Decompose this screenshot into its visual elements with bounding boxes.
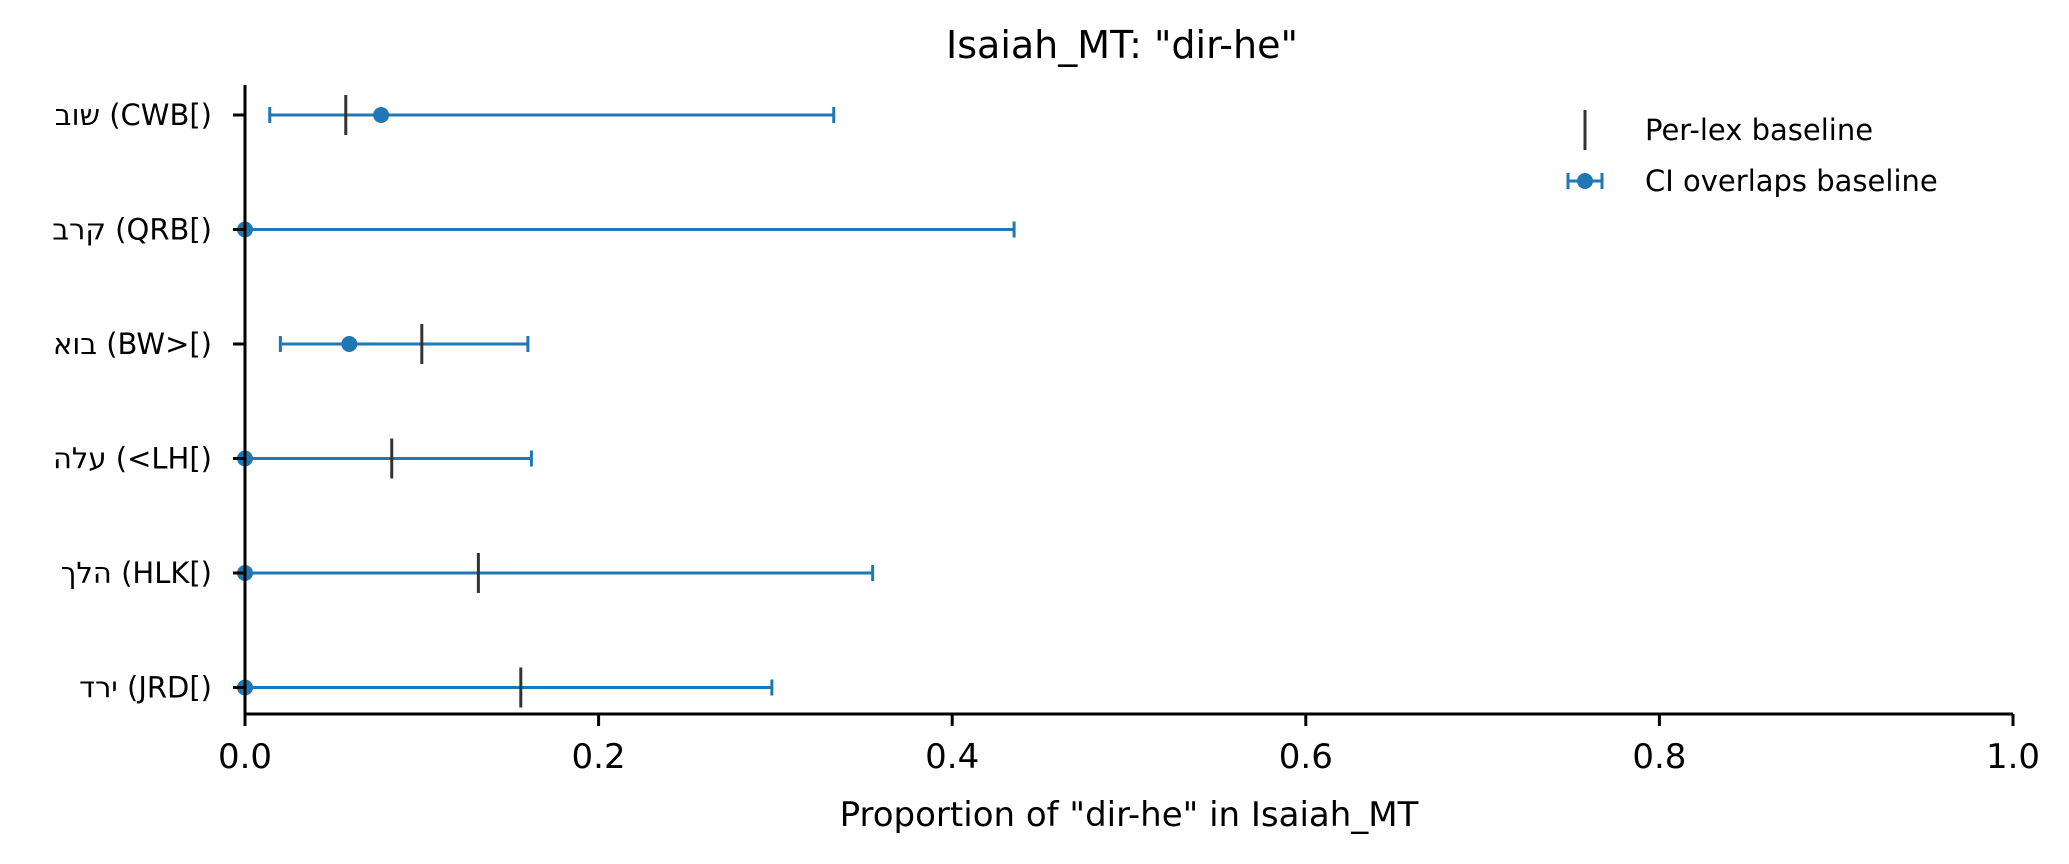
y-tick-label: ‪קרב (QRB[)‬ xyxy=(52,213,212,247)
x-tick-label: 0.8 xyxy=(1632,737,1686,777)
y-tick-label: ‪הלך (HLK[)‬ xyxy=(61,556,212,590)
proportion-point xyxy=(341,336,358,352)
x-axis-label: Proportion of "dir-he" in Isaiah_MT xyxy=(840,795,1419,835)
y-tick-label: ‪ירד (JRD[)‬ xyxy=(79,671,212,705)
data-row xyxy=(278,324,530,364)
x-axis-ticks: 0.0 0.2 0.4 0.6 0.8 1.0 xyxy=(218,714,2040,777)
y-axis-ticks: ‪שוב (CWB[)‬ ‪קרב (QRB[)‬ ‪בוא (BW>[)‬ ‪עלה… xyxy=(52,98,245,705)
x-tick-label: 0.6 xyxy=(1279,737,1333,777)
legend-ci-label: CI overlaps baseline xyxy=(1645,164,1938,198)
chart-title: Isaiah_MT: "dir-he" xyxy=(946,23,1298,67)
x-tick-label: 1.0 xyxy=(1986,737,2040,777)
legend-baseline-label: Per-lex baseline xyxy=(1645,113,1873,147)
data-row xyxy=(237,438,533,479)
data-row xyxy=(237,553,875,593)
x-tick-label: 0.2 xyxy=(572,737,626,777)
x-tick-label: 0.4 xyxy=(925,737,979,777)
proportion-point xyxy=(373,107,390,123)
x-tick-label: 0.0 xyxy=(218,737,272,777)
plot-area xyxy=(237,95,1016,708)
data-row xyxy=(268,95,836,135)
y-tick-label: ‪בוא (BW>[)‬ xyxy=(53,327,212,361)
y-tick-label: ‪עלה (<LH[)‬ xyxy=(53,442,212,476)
legend: Per-lex baseline CI overlaps baseline xyxy=(1566,110,1938,198)
data-row xyxy=(237,221,1016,238)
legend-ci-marker xyxy=(1566,173,1604,189)
y-tick-label: ‪שוב (CWB[)‬ xyxy=(55,98,212,132)
data-row xyxy=(237,667,774,708)
